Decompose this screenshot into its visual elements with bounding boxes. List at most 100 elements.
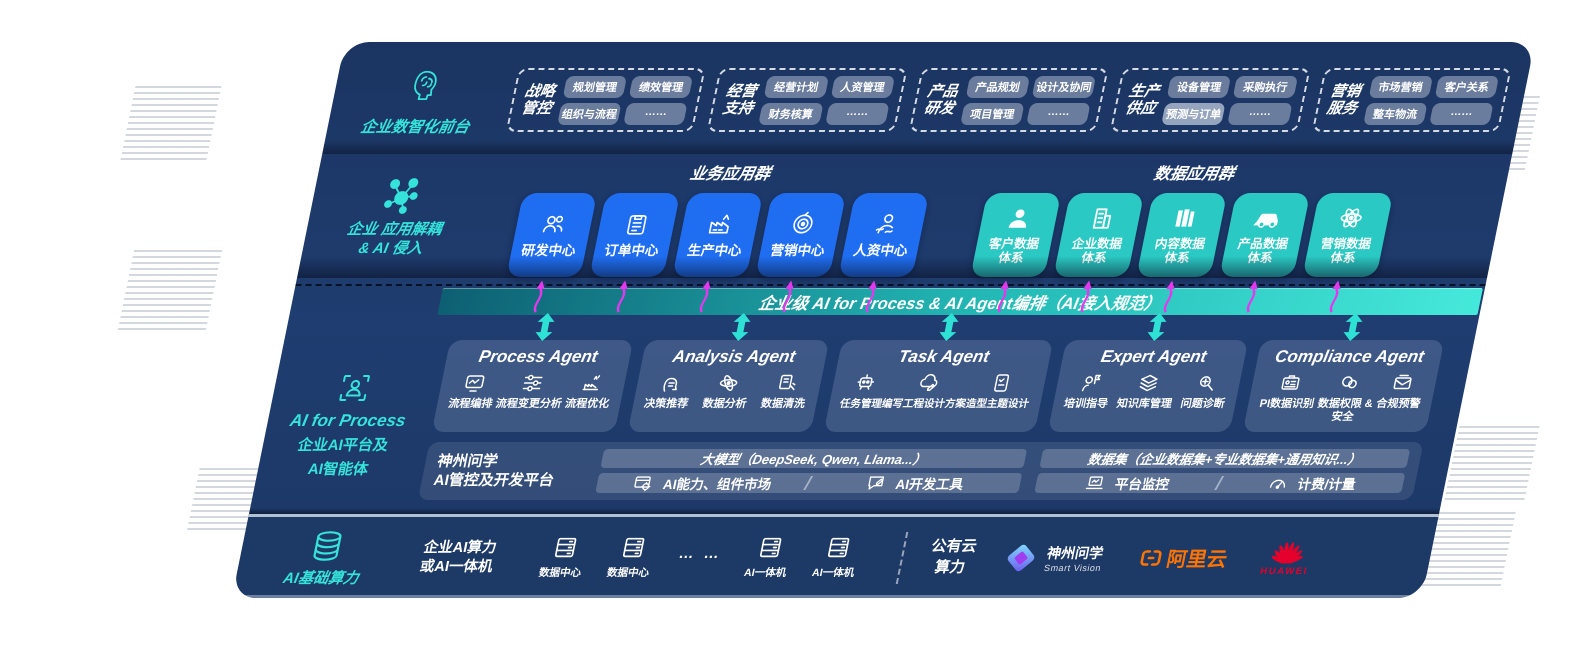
agent-item: 决策推荐 bbox=[643, 372, 695, 411]
robot-task-icon bbox=[857, 374, 874, 390]
tablet-design-icon bbox=[994, 374, 1010, 392]
gauge-icon bbox=[1269, 479, 1285, 489]
compute-node: 数据中心 bbox=[606, 535, 657, 580]
magenta-flow-arrow bbox=[1163, 280, 1175, 313]
dashed-divider bbox=[896, 531, 909, 584]
app-layer-label: 企业 应用解耦 & AI 侵入 bbox=[297, 156, 496, 276]
chip: 整车物流 bbox=[1362, 102, 1428, 125]
building-icon bbox=[1092, 208, 1112, 229]
smartvision-logo: 神州问学 Smart Vision bbox=[1001, 541, 1107, 575]
molecule-icon bbox=[383, 177, 418, 214]
ai-platform-title-line2: 企业AI平台及 bbox=[296, 436, 390, 454]
dataset-cells: 平台监控 计费/计量 bbox=[1033, 473, 1406, 493]
compute-nodes: 数据中心 数据中心 … … AI一体机 AI一体机 bbox=[538, 535, 862, 580]
business-tile: 研发中心 bbox=[506, 193, 598, 313]
front-office-label: 企业数智化前台 bbox=[322, 42, 520, 154]
front-group: 生产 供应 设备管理 采购执行 预测与订单 …… bbox=[1109, 68, 1311, 132]
front-office-layer: 企业数智化前台 战略 管控 规划管理 绩效管理 组织与流程 …… 经营 支持 经营计… bbox=[322, 42, 1535, 154]
server-icon bbox=[622, 537, 644, 558]
atom-icon bbox=[1340, 208, 1362, 228]
infra-label: AI基础算力 bbox=[258, 528, 392, 588]
teal-double-arrow bbox=[535, 313, 555, 341]
front-group-chips: 设备管理 采购执行 预测与订单 …… bbox=[1161, 75, 1298, 125]
agent-item: 任务管理 bbox=[839, 372, 889, 411]
agent-card: Expert Agent 培训指导 知识库管理 问题诊断 bbox=[1047, 340, 1249, 432]
business-tile: 订单中心 bbox=[589, 193, 681, 313]
ai-governance-platform: 神州问学 AI管控及开发平台 大模型（DeepSeek, Qwen, Llama… bbox=[417, 442, 1424, 500]
chip: 规划管理 bbox=[562, 75, 628, 98]
agent-item: 流程编排 bbox=[447, 372, 499, 411]
decision-head-icon bbox=[663, 377, 677, 392]
orchestration-zone: 企业级 AI for Process & AI Agent编排（AI接入规范） bbox=[285, 276, 1487, 341]
tile-label: 产品数据 体系 bbox=[1236, 236, 1290, 265]
hr-people-icon bbox=[875, 214, 894, 234]
platform-monitor-icon bbox=[1085, 476, 1103, 490]
agent-item: 数据权限 & 安全 bbox=[1310, 372, 1383, 424]
teal-double-arrow bbox=[939, 313, 959, 341]
infra-layer: AI基础算力 企业AI算力 或AI一体机 数据中心 数据中心 … … AI一体机 bbox=[231, 514, 1439, 598]
agent-title: Process Agent bbox=[477, 347, 600, 366]
tile-label: 人资中心 bbox=[852, 243, 910, 259]
chip: 设备管理 bbox=[1166, 75, 1232, 98]
server-icon bbox=[759, 537, 782, 558]
chip: 产品规划 bbox=[965, 75, 1031, 98]
magenta-flow-arrow bbox=[533, 280, 545, 313]
chip: 客户关系 bbox=[1434, 75, 1500, 98]
data-tile: 营销数据 体系 bbox=[1302, 193, 1394, 313]
front-group-chips: 规划管理 绩效管理 组织与流程 …… bbox=[557, 75, 694, 125]
magenta-flow-arrow bbox=[865, 280, 877, 313]
front-office-title: 企业数智化前台 bbox=[359, 119, 472, 136]
business-tile: 生产中心 bbox=[672, 193, 764, 313]
chip: 预测与订单 bbox=[1161, 102, 1227, 125]
chip: 绩效管理 bbox=[628, 75, 694, 98]
data-group-title: 数据应用群 bbox=[1152, 166, 1236, 183]
data-clean-icon bbox=[778, 374, 796, 391]
agent-card: Analysis Agent 决策推荐 数据分析 数据清洗 bbox=[627, 340, 829, 432]
dev-tools-icon bbox=[867, 476, 884, 490]
stripe-decoration bbox=[120, 86, 222, 160]
magenta-flow-arrow bbox=[699, 280, 711, 313]
tile-label: 内容数据 体系 bbox=[1153, 236, 1207, 265]
dataset-group: 数据集（企业数据集+专业数据集+通用知识...） 平台监控 计费/计量 bbox=[1033, 449, 1411, 493]
person-scan-icon bbox=[339, 374, 370, 401]
team-icon bbox=[542, 215, 564, 233]
chip: 采购执行 bbox=[1233, 75, 1298, 98]
aliyun-logo: 阿里云 bbox=[1136, 543, 1230, 572]
magenta-flow-arrow bbox=[1329, 280, 1341, 313]
agent-card: Task Agent 任务管理 编写工程设计方案 造型主题设计 bbox=[823, 340, 1053, 432]
tile-label: 企业数据 体系 bbox=[1070, 236, 1124, 265]
front-group-name: 营销 服务 bbox=[1325, 82, 1363, 117]
agent-title: Task Agent bbox=[896, 347, 992, 366]
tile-label: 研发中心 bbox=[520, 243, 578, 259]
magenta-flow-arrow bbox=[616, 280, 628, 313]
tile-label: 客户数据 体系 bbox=[987, 236, 1041, 265]
person-icon bbox=[1008, 208, 1027, 228]
car-icon bbox=[1253, 213, 1278, 228]
factory-icon bbox=[708, 214, 730, 234]
id-card-icon bbox=[1281, 375, 1301, 390]
magenta-flow-arrow bbox=[1080, 280, 1092, 313]
front-group: 产品 研发 产品规划 设计及协同 项目管理 …… bbox=[908, 68, 1109, 132]
model-cells: AI能力、组件市场 AI开发工具 bbox=[595, 473, 1022, 493]
app-layer: 企业 应用解耦 & AI 侵入 业务应用群 研发中心 bbox=[297, 154, 1512, 313]
compute-node: AI一体机 bbox=[743, 535, 794, 580]
agent-card: Process Agent 流程编排 流程变更分析 流程优化 bbox=[431, 340, 634, 432]
model-group: 大模型（DeepSeek, Qwen, Llama...） AI能力、组件市场 … bbox=[595, 449, 1027, 493]
brain-head-icon bbox=[413, 70, 437, 101]
compute-node: AI一体机 bbox=[811, 535, 862, 580]
training-icon bbox=[1081, 374, 1101, 392]
cloud-edit-icon bbox=[919, 373, 937, 392]
platform-cell: 平台监控 bbox=[1034, 473, 1221, 493]
app-layer-title-line2: & AI 侵入 bbox=[356, 240, 425, 257]
teal-double-arrow bbox=[1343, 313, 1363, 341]
ai-platform-title-line3: AI智能体 bbox=[306, 460, 370, 478]
front-group-name: 战略 管控 bbox=[519, 82, 557, 117]
data-tile: 内容数据 体系 bbox=[1136, 193, 1228, 313]
teal-double-arrow bbox=[1147, 313, 1167, 341]
smartvision-diamond-icon bbox=[1008, 544, 1035, 571]
sliders-icon bbox=[523, 374, 543, 392]
alert-mail-icon bbox=[1393, 374, 1412, 390]
agent-item: 培训指导 bbox=[1062, 372, 1114, 411]
ai-platform-title-line1: AI for Process bbox=[288, 410, 408, 430]
magenta-flow-arrow bbox=[782, 280, 794, 313]
